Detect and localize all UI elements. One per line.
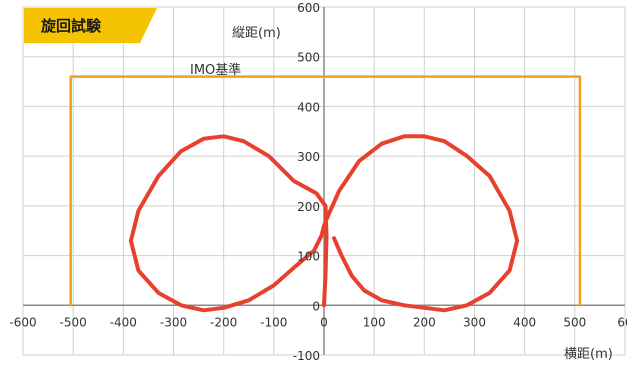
y-tick-label: 400 (297, 100, 320, 114)
chart-title: 旋回試験 (40, 17, 102, 35)
x-tick-label: -500 (60, 315, 87, 329)
x-tick-label: -300 (160, 315, 187, 329)
y-tick-label: 300 (297, 150, 320, 164)
x-tick-label: 0 (320, 315, 328, 329)
tick-labels: -600 -500 -400 -300 -200 -100 0 100 200 300 400 500… (9, 1, 627, 363)
series-layer (69, 75, 582, 313)
title-badge-bg (24, 8, 157, 43)
y-tick-label: 500 (297, 51, 320, 65)
x-tick-label: 200 (413, 315, 436, 329)
x-tick-label: 60 (617, 315, 627, 329)
x-tick-label: -400 (110, 315, 137, 329)
turning-path-line (128, 134, 520, 313)
y-tick-label: 200 (297, 200, 320, 214)
x-tick-label: -600 (9, 315, 36, 329)
imo-criteria-line (69, 75, 582, 307)
x-tick-label: -100 (260, 315, 287, 329)
y-tick-label: -100 (293, 349, 320, 363)
x-tick-label: -200 (210, 315, 237, 329)
title-badge: 旋回試験 (24, 8, 157, 43)
x-tick-label: 100 (363, 315, 386, 329)
y-axis-label: 縦距(m) (232, 26, 281, 41)
x-tick-label: 500 (563, 315, 586, 329)
imo-annotation: IMO基準 (190, 62, 241, 78)
y-tick-label: 0 (312, 299, 320, 313)
x-tick-label: 300 (463, 315, 486, 329)
y-tick-label: 100 (297, 250, 320, 264)
x-tick-label: 400 (513, 315, 536, 329)
x-axis-label: 横距(m) (564, 347, 613, 362)
y-tick-label: 600 (297, 1, 320, 15)
